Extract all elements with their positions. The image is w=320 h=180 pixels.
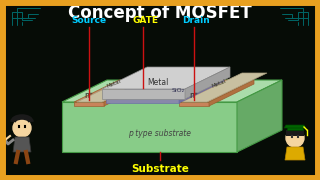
Circle shape [286,129,304,147]
Polygon shape [237,80,282,152]
Polygon shape [179,80,254,102]
Text: Substrate: Substrate [131,164,189,174]
Polygon shape [182,73,267,102]
Polygon shape [102,67,230,89]
Text: Drain: Drain [182,16,210,25]
Polygon shape [179,102,209,106]
Polygon shape [106,77,224,99]
Polygon shape [285,147,305,160]
Polygon shape [77,73,162,102]
Polygon shape [62,102,237,152]
Polygon shape [104,80,149,106]
Polygon shape [185,67,230,99]
Polygon shape [286,128,304,136]
Polygon shape [74,102,104,106]
Polygon shape [13,137,31,152]
Polygon shape [62,80,282,102]
Text: Concept of MOSFET: Concept of MOSFET [68,4,252,22]
Text: GATE: GATE [133,16,159,25]
Text: Metal: Metal [147,78,169,87]
Text: Metal: Metal [211,79,227,89]
Text: n⁺: n⁺ [189,91,198,100]
Polygon shape [209,80,254,106]
Polygon shape [284,125,306,128]
Text: Metal: Metal [106,79,122,89]
Circle shape [13,119,31,137]
Text: p type substrate: p type substrate [129,129,191,138]
Text: SiO₂: SiO₂ [172,87,185,93]
Text: n⁺: n⁺ [84,91,93,100]
Polygon shape [106,99,179,103]
Polygon shape [179,77,224,103]
Text: Source: Source [71,16,107,25]
Polygon shape [102,89,185,99]
Polygon shape [74,80,149,102]
FancyBboxPatch shape [3,3,317,177]
Polygon shape [287,127,303,130]
